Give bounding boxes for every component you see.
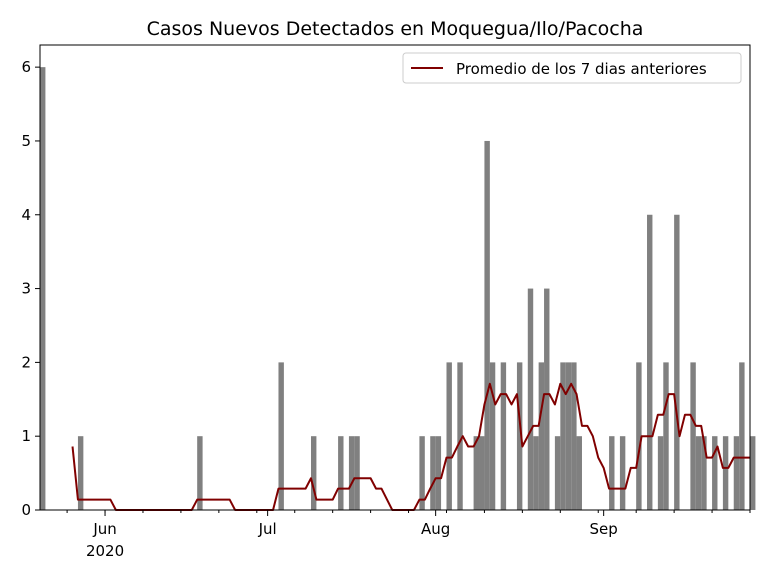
bar [554, 436, 561, 510]
bar [674, 214, 680, 510]
bar [636, 362, 642, 510]
bar [663, 362, 669, 510]
legend: Promedio de los 7 dias anteriores [402, 52, 742, 84]
bar [565, 362, 572, 510]
y-tick-label: 3 [21, 280, 31, 298]
bar [712, 436, 718, 510]
bar [576, 436, 582, 510]
bar [571, 362, 577, 510]
bar [609, 436, 615, 510]
bar [527, 288, 534, 510]
bar [733, 436, 740, 510]
bar [701, 436, 707, 510]
x-tick-label: Sep [590, 520, 618, 538]
bar [457, 362, 463, 510]
y-tick-label: 2 [21, 353, 31, 371]
y-tick-label: 5 [21, 132, 31, 150]
bar [544, 288, 550, 510]
bar [695, 436, 702, 510]
bar [430, 436, 436, 510]
bar [77, 436, 84, 510]
bar [739, 362, 745, 510]
bar [473, 436, 480, 510]
bar [619, 436, 626, 510]
bar [560, 362, 566, 510]
x-tick-label: Jun [92, 520, 116, 538]
bar [40, 67, 46, 510]
x-tick-label: Aug [421, 520, 450, 538]
bar [516, 362, 523, 510]
bar [338, 436, 344, 510]
bar [435, 436, 442, 510]
chart-title: Casos Nuevos Detectados en Moquegua/Ilo/… [147, 18, 644, 40]
series-line [71, 382, 750, 511]
y-tick-label: 6 [21, 58, 31, 76]
bar [446, 362, 452, 510]
bar [750, 436, 756, 510]
legend-label: Promedio de los 7 dias anteriores [456, 60, 707, 78]
bar [722, 436, 729, 510]
bar [348, 436, 355, 510]
axes-layer: 0 1 2 3 4 5 6 Jun 2020 Jul Aug Sep [21, 44, 751, 560]
bar [500, 362, 507, 510]
y-tick-label: 4 [21, 206, 31, 224]
bar [657, 436, 664, 510]
bars-layer [40, 67, 756, 510]
bar [690, 362, 696, 510]
bar [479, 436, 485, 510]
plot-frame [39, 44, 751, 511]
x-tick-sublabel: 2020 [86, 542, 124, 560]
y-tick-label: 1 [21, 427, 31, 445]
bar [310, 436, 317, 510]
legend-frame [402, 52, 742, 84]
line-layer [71, 382, 750, 511]
x-tick-label: Jul [258, 520, 277, 538]
bar [197, 436, 203, 510]
y-tick-label: 0 [21, 501, 31, 519]
bar [533, 436, 539, 510]
bar [484, 140, 490, 510]
bar [419, 436, 425, 510]
bar [538, 362, 545, 510]
bar [647, 214, 653, 510]
bar [278, 362, 284, 510]
bar [354, 436, 360, 510]
bar [489, 362, 496, 510]
